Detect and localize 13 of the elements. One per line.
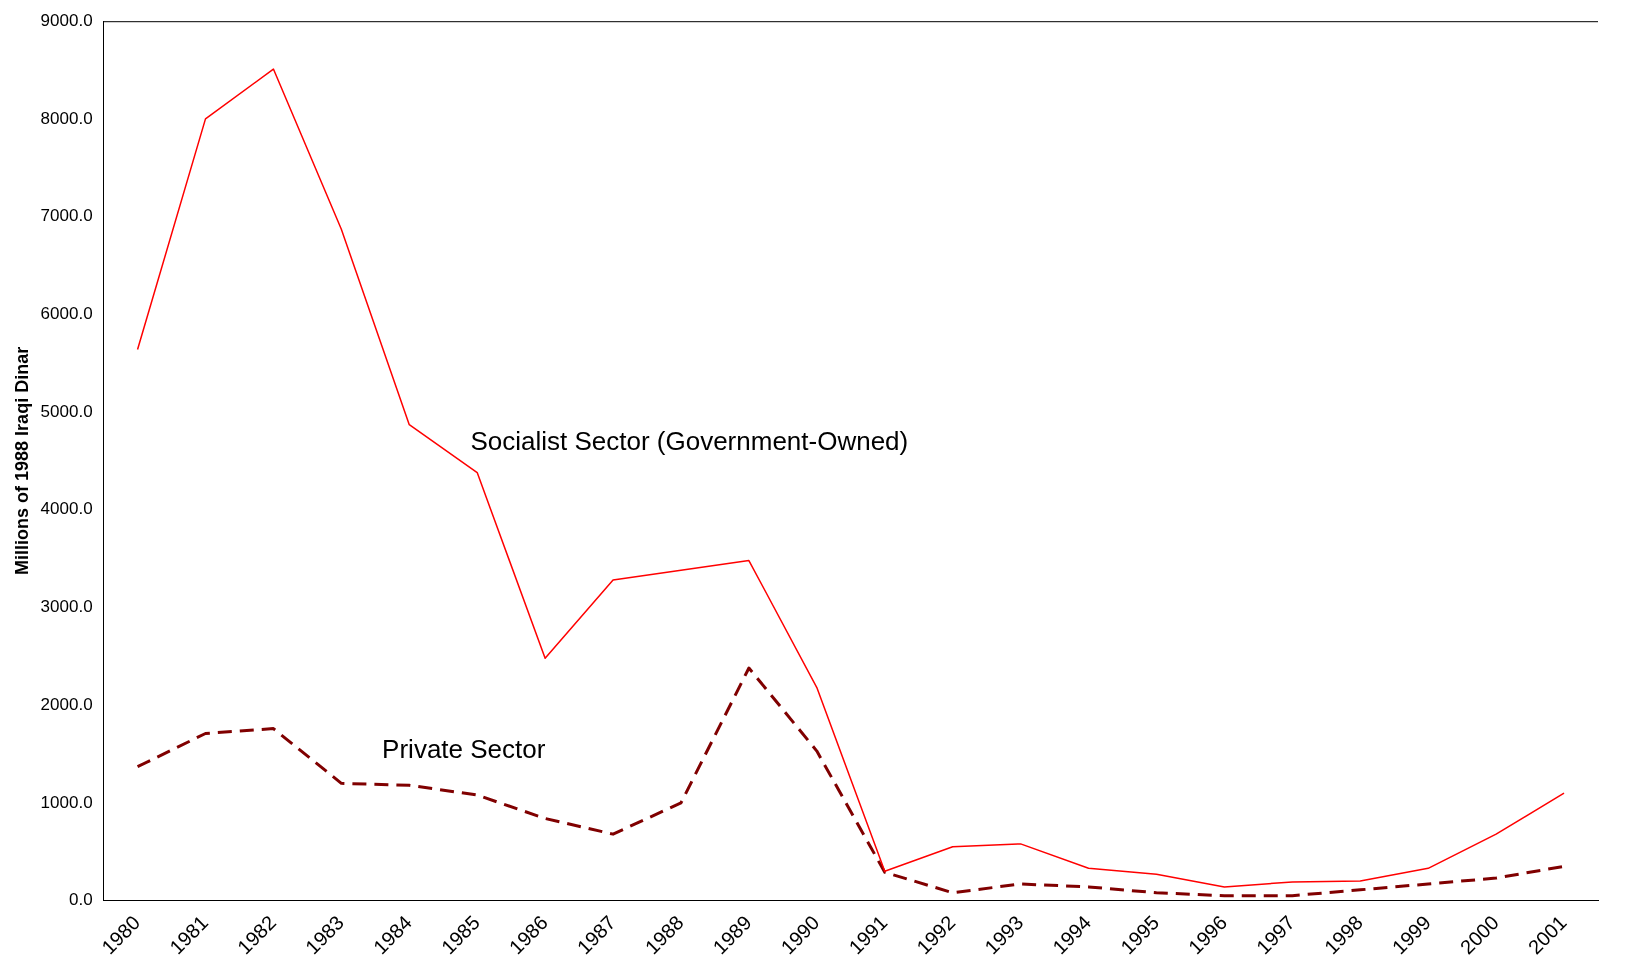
y-tick-label: 4000.0 xyxy=(40,499,93,519)
y-tick-label: 7000.0 xyxy=(40,206,93,226)
y-tick-label: 9000.0 xyxy=(40,10,93,30)
y-tick-label: 3000.0 xyxy=(40,597,93,617)
y-tick-label: 6000.0 xyxy=(40,304,93,324)
series-label: Private Sector xyxy=(382,734,546,765)
y-tick-label: 5000.0 xyxy=(40,401,93,421)
series-label: Socialist Sector (Government-Owned) xyxy=(470,426,909,457)
y-tick-label: 0.0 xyxy=(68,890,93,910)
y-tick-label: 8000.0 xyxy=(40,108,93,128)
y-tick-label: 2000.0 xyxy=(40,694,93,714)
y-axis-title: Millions of 1988 Iraqi Dinar xyxy=(11,346,32,575)
y-tick-label: 1000.0 xyxy=(40,792,93,812)
